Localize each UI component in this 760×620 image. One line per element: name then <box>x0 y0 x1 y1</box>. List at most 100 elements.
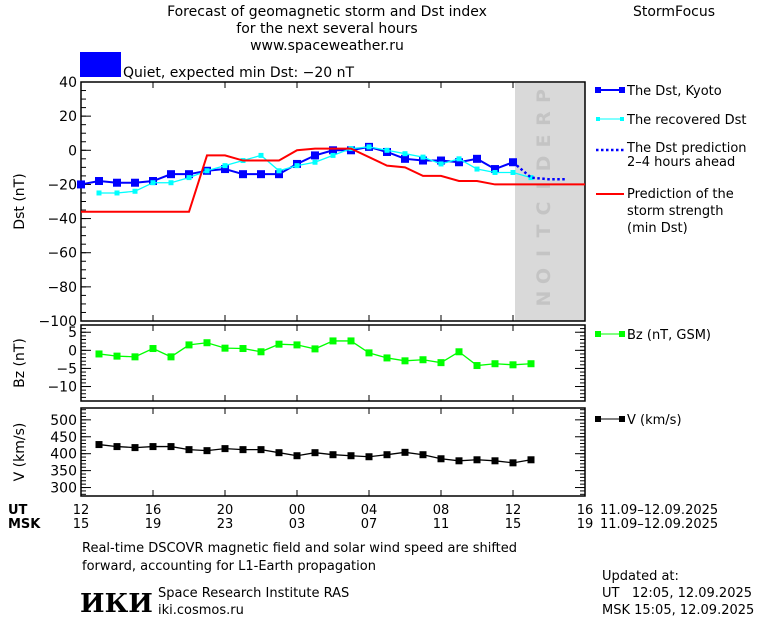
ut-date-range: 11.09–12.09.2025 <box>600 503 718 518</box>
data-point <box>455 457 463 465</box>
data-point <box>221 445 229 453</box>
data-point <box>383 354 391 362</box>
data-point <box>257 446 265 454</box>
legend-prediction-1: The Dst prediction <box>626 141 747 156</box>
data-point <box>185 446 193 454</box>
data-point <box>132 188 138 194</box>
data-point <box>150 180 156 186</box>
title-line1: Forecast of geomagnetic storm and Dst in… <box>167 4 487 20</box>
prediction-letter: D <box>533 156 555 172</box>
data-point <box>114 190 120 196</box>
ut-tick-label: 16 <box>145 503 162 518</box>
data-point <box>149 443 157 451</box>
y-tick-label: −80 <box>47 280 77 296</box>
data-point <box>276 168 282 174</box>
footer-note-2: forward, accounting for L1-Earth propaga… <box>82 559 376 574</box>
legend-marker-v <box>595 416 601 422</box>
y-tick-label: 20 <box>59 109 77 125</box>
data-point <box>365 349 373 357</box>
data-point <box>401 448 409 456</box>
data-point <box>383 451 391 459</box>
ut-tick-label: 20 <box>217 503 234 518</box>
data-point <box>419 451 427 459</box>
data-point <box>257 170 265 179</box>
data-point <box>329 451 337 459</box>
legend-recovered: The recovered Dst <box>626 113 746 128</box>
data-point <box>275 449 283 457</box>
data-point <box>330 152 336 158</box>
data-point <box>275 340 283 348</box>
plot-frame <box>80 324 586 402</box>
legend-prediction-2: 2–4 hours ahead <box>627 155 735 170</box>
data-point <box>509 459 517 467</box>
prediction-letter: O <box>533 268 555 284</box>
data-point <box>437 156 445 165</box>
data-point <box>113 443 121 451</box>
data-point <box>419 156 427 165</box>
data-point <box>77 180 85 189</box>
panel-dst: 40 20 0 −20 −40 −60 −80 −100 Dst (nT) <box>12 75 586 330</box>
msk-tick-label: 19 <box>145 517 162 532</box>
y-tick-label: −40 <box>47 212 77 228</box>
legend: The Dst, Kyoto The recovered Dst The Dst… <box>595 84 747 428</box>
y-axis-label: V (km/s) <box>12 423 28 482</box>
y-tick-label: −100 <box>39 314 77 330</box>
data-point <box>455 348 463 356</box>
data-point <box>527 456 535 464</box>
data-point <box>311 449 319 457</box>
legend-storm-3: (min Dst) <box>627 221 688 236</box>
data-point <box>185 170 193 179</box>
legend-marker-bz <box>595 331 601 337</box>
legend-marker-dst <box>595 87 601 93</box>
series-line <box>81 147 585 213</box>
data-point <box>275 170 283 179</box>
data-point <box>131 444 139 452</box>
data-point <box>149 345 157 353</box>
data-point <box>95 177 103 186</box>
data-point <box>168 180 174 186</box>
plot-frame <box>80 407 586 497</box>
data-point <box>95 350 103 358</box>
legend-v: V (km/s) <box>627 413 682 428</box>
msk-tick-label: 07 <box>361 517 378 532</box>
data-point <box>527 360 535 368</box>
prediction-letter: P <box>533 89 555 103</box>
legend-marker-dst <box>619 87 625 93</box>
updated-ut: UT 12:05, 12.09.2025 <box>602 586 752 601</box>
footer-note-1: Real-time DSCOVR magnetic field and sola… <box>82 541 517 556</box>
data-point <box>438 161 444 167</box>
data-point <box>113 352 121 360</box>
data-point <box>491 165 499 174</box>
y-tick-label: −60 <box>47 246 77 262</box>
msk-tick-label: 15 <box>505 517 522 532</box>
institute-name: Space Research Institute RAS <box>158 586 349 601</box>
prediction-letter: I <box>533 182 555 189</box>
brand-name: StormFocus <box>633 4 715 20</box>
legend-dst-kyoto: The Dst, Kyoto <box>626 84 722 99</box>
data-point <box>492 169 498 175</box>
data-point <box>293 452 301 460</box>
status-text: Quiet, expected min Dst: −20 nT <box>123 65 355 81</box>
legend-marker-recovered <box>620 117 624 121</box>
legend-marker-bz <box>619 331 625 337</box>
data-point <box>510 169 516 175</box>
data-point <box>329 337 337 345</box>
msk-tick-label: 11 <box>433 517 450 532</box>
data-point <box>203 447 211 455</box>
ut-tick-label: 00 <box>289 503 306 518</box>
msk-tick-label: 19 <box>577 517 594 532</box>
data-point <box>222 163 228 169</box>
ut-axis-label: UT <box>8 503 28 518</box>
data-point <box>401 154 409 163</box>
msk-tick-label: 15 <box>73 517 90 532</box>
y-tick-label: 450 <box>50 430 77 446</box>
data-point <box>131 353 139 361</box>
data-point <box>473 456 481 464</box>
data-point <box>509 361 517 369</box>
ut-tick-label: 16 <box>577 503 594 518</box>
data-point <box>293 341 301 349</box>
institute-url[interactable]: iki.cosmos.ru <box>158 603 244 618</box>
ut-tick-label: 12 <box>505 503 522 518</box>
y-tick-label: 350 <box>50 464 77 480</box>
